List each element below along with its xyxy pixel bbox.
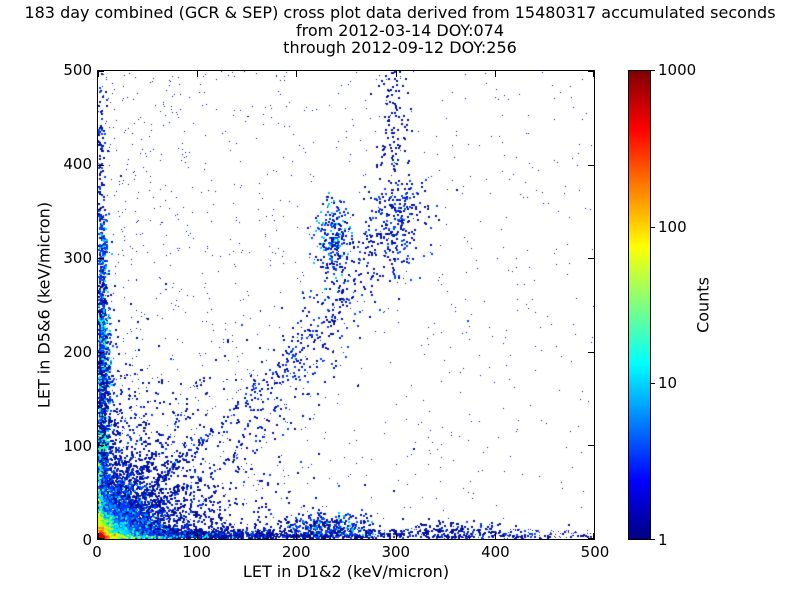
x-tick-label: 100 xyxy=(182,543,211,561)
x-tick-mark xyxy=(396,533,397,539)
y-tick-label: 300 xyxy=(63,249,92,267)
scatter-points-canvas xyxy=(98,71,594,539)
y-tick-mark xyxy=(98,538,104,539)
y-tick-mark xyxy=(98,352,104,353)
y-tick-mark-right xyxy=(588,258,594,259)
x-tick-label: 200 xyxy=(281,543,311,561)
y-tick-mark-right xyxy=(588,71,594,72)
colorbar xyxy=(628,70,651,540)
x-tick-mark xyxy=(296,533,297,539)
x-tick-mark-top xyxy=(593,71,594,77)
y-tick-label: 200 xyxy=(63,343,92,361)
y-tick-label: 100 xyxy=(63,437,92,455)
colorbar-tick-label: 10 xyxy=(658,374,678,393)
colorbar-tick-label: 100 xyxy=(658,217,687,236)
colorbar-label: Counts xyxy=(693,277,713,333)
y-tick-label: 500 xyxy=(63,61,92,79)
colorbar-tick-mark xyxy=(651,383,655,384)
colorbar-tick-mark xyxy=(651,539,655,540)
y-tick-mark xyxy=(98,445,104,446)
y-tick-label: 400 xyxy=(63,155,92,173)
x-tick-mark xyxy=(98,533,99,539)
colorbar-tick-label: 1 xyxy=(658,531,668,549)
x-tick-mark xyxy=(593,533,594,539)
y-tick-mark-right xyxy=(588,352,594,353)
y-tick-mark-right xyxy=(588,445,594,446)
colorbar-tick-label: 1000 xyxy=(658,61,697,79)
x-tick-mark-top xyxy=(296,71,297,77)
y-axis-label: LET in D5&6 (keV/micron) xyxy=(34,201,54,409)
y-tick-mark xyxy=(98,71,104,72)
x-tick-mark-top xyxy=(396,71,397,77)
chart-title-line1: 183 day combined (GCR & SEP) cross plot … xyxy=(24,3,776,22)
chart-title-line3: through 2012-09-12 DOY:256 xyxy=(283,38,517,57)
y-tick-mark xyxy=(98,165,104,166)
x-tick-label: 0 xyxy=(92,543,102,561)
x-tick-label: 400 xyxy=(481,543,510,561)
x-tick-mark-top xyxy=(495,71,496,77)
y-tick-mark-right xyxy=(588,165,594,166)
x-tick-mark-top xyxy=(98,71,99,77)
y-tick-mark xyxy=(98,258,104,259)
x-tick-mark-top xyxy=(197,71,198,77)
x-tick-mark xyxy=(197,533,198,539)
x-tick-label: 500 xyxy=(580,543,610,561)
y-tick-label: 0 xyxy=(82,531,92,549)
x-tick-label: 300 xyxy=(381,543,411,561)
y-tick-mark-right xyxy=(588,538,594,539)
plot-area xyxy=(97,70,595,540)
x-axis-label: LET in D1&2 (keV/micron) xyxy=(242,562,450,581)
colorbar-tick-mark xyxy=(651,227,655,228)
x-tick-mark xyxy=(495,533,496,539)
chart-title-line2: from 2012-03-14 DOY:074 xyxy=(295,21,504,40)
colorbar-tick-mark xyxy=(651,70,655,71)
